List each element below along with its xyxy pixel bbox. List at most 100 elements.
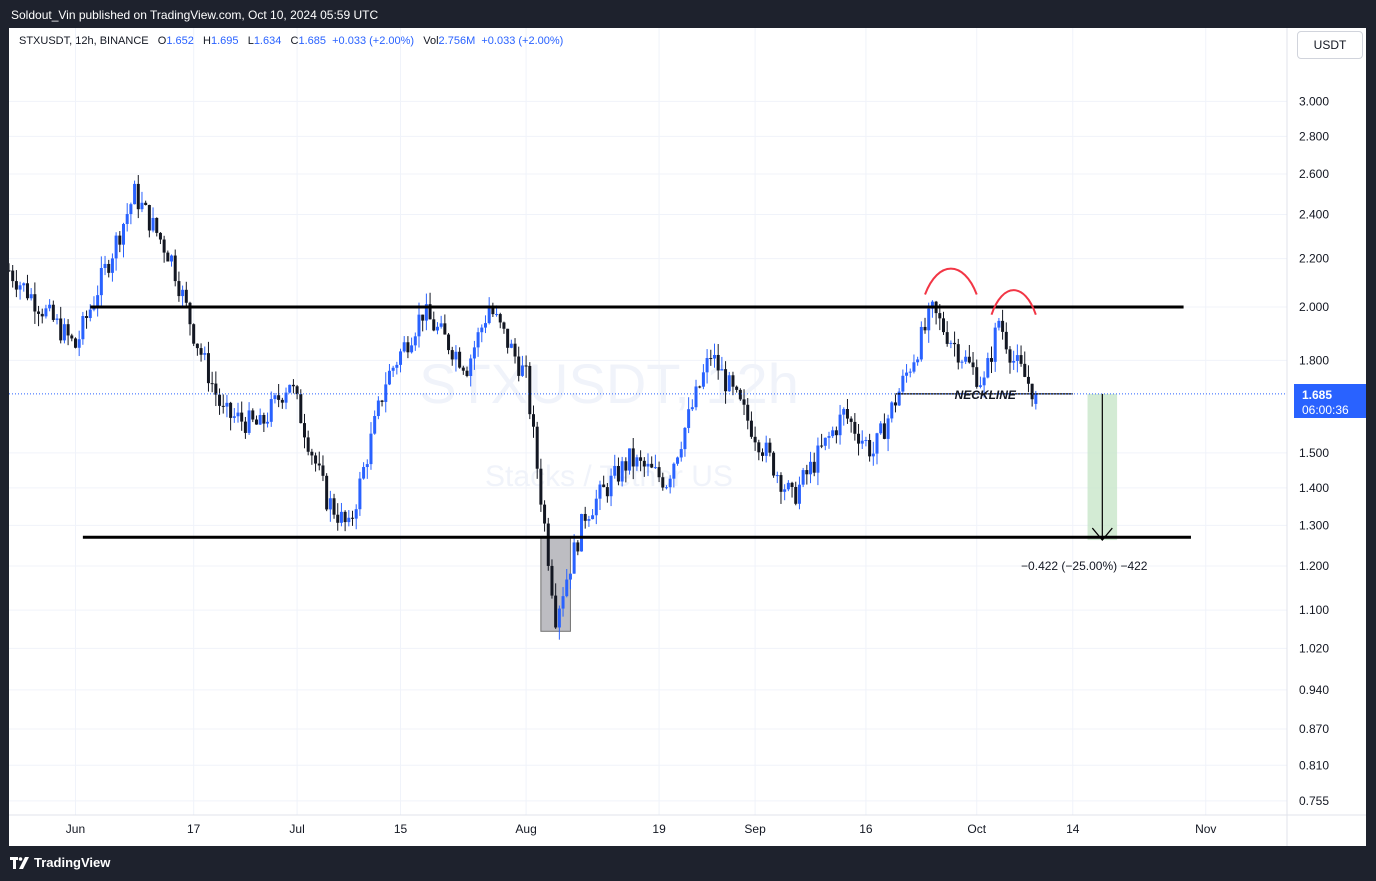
last-price-value: 1.685 (1302, 388, 1332, 402)
currency-button[interactable]: USDT (1297, 31, 1363, 59)
price-chart[interactable]: STXUSDT, 12h Stacks / Tether US NECKLINE… (9, 28, 1366, 846)
candle-body (871, 453, 875, 457)
candle-body (1012, 360, 1016, 363)
candle-body (236, 412, 240, 417)
candle-body (557, 608, 561, 628)
candle-body (628, 448, 632, 471)
candle-body (853, 421, 857, 434)
candle-body (602, 484, 606, 488)
candle-body (48, 304, 52, 309)
candle-body (358, 478, 362, 510)
candle-body (173, 255, 177, 282)
legend-high-label: H (203, 35, 211, 47)
price-tick: 1.020 (1299, 641, 1329, 655)
candle-body (879, 423, 883, 434)
candle-body (927, 308, 931, 331)
candle-body (243, 421, 247, 433)
candle-body (37, 311, 41, 314)
time-tick: 15 (394, 822, 408, 836)
candle-body (251, 410, 255, 420)
candle-body (975, 367, 979, 387)
candle-body (447, 334, 451, 351)
candle-body (81, 316, 85, 340)
candle-body (605, 487, 609, 497)
candle-body (339, 511, 343, 523)
candle-body (986, 358, 990, 378)
time-scale[interactable]: Jun 17 Jul 15 Aug 19 Sep 16 Oct 14 Nov (66, 822, 1217, 836)
candle-body (402, 342, 406, 352)
candle-body (613, 465, 617, 476)
candle-body (886, 418, 890, 439)
candle-body (491, 308, 495, 315)
candle-body (731, 375, 735, 387)
legend-close: 1.685 (298, 35, 326, 47)
candle-body (757, 442, 761, 453)
legend-close-label: C (290, 35, 299, 47)
price-tick: 0.755 (1299, 794, 1329, 808)
candle-body (476, 332, 480, 348)
time-tick: 19 (652, 822, 666, 836)
candle-body (506, 328, 510, 348)
candle-body (22, 283, 26, 286)
candle-body (181, 289, 185, 297)
candle-body (945, 332, 949, 344)
candles (9, 175, 1038, 640)
legend-volume-label: Vol (423, 35, 439, 47)
price-tick: 3.000 (1299, 94, 1329, 108)
time-tick: Nov (1195, 822, 1216, 836)
candle-body (701, 372, 705, 387)
head-shoulders-arcs[interactable] (924, 267, 1037, 315)
candle-body (11, 270, 15, 282)
candle-body (151, 217, 155, 231)
price-tick: 2.600 (1299, 167, 1329, 181)
shoulder-arc (990, 289, 1037, 315)
candle-body (646, 463, 650, 467)
candle-body (550, 565, 554, 596)
candle-body (280, 399, 284, 403)
candle-body (391, 367, 395, 371)
candle-body (302, 423, 306, 438)
candle-body (1023, 363, 1027, 377)
tradingview-logo[interactable]: TradingView (10, 855, 110, 870)
candle-body (978, 385, 982, 387)
price-tick: 1.300 (1299, 518, 1329, 532)
candle-body (428, 304, 432, 320)
candle-body (971, 362, 975, 368)
legend-open-label: O (157, 35, 167, 47)
legend-symbol[interactable]: STXUSDT, 12h, BINANCE (19, 35, 149, 47)
candle-body (812, 461, 816, 473)
candle-body (513, 343, 517, 357)
candle-body (218, 394, 222, 406)
candle-body (956, 344, 960, 363)
candle-body (465, 370, 469, 377)
candle-body (676, 457, 680, 464)
watermark-symbol: STXUSDT, 12h (419, 352, 799, 415)
price-tick: 2.400 (1299, 208, 1329, 222)
candle-body (583, 513, 587, 521)
candle-body (517, 356, 521, 376)
candle-body (639, 457, 643, 461)
candle-body (66, 324, 70, 336)
candle-body (908, 371, 912, 373)
candle-body (40, 313, 44, 317)
candle-body (107, 263, 111, 273)
measure-tool[interactable] (1087, 393, 1118, 541)
price-scale[interactable]: 3.000 2.800 2.600 2.400 2.200 2.000 1.800 1.500… (1299, 94, 1329, 808)
candle-body (653, 467, 657, 469)
candle-body (923, 326, 927, 331)
candle-body (587, 519, 591, 521)
candle-body (472, 347, 476, 359)
price-tick: 1.500 (1299, 446, 1329, 460)
candle-body (1019, 355, 1023, 364)
candle-body (919, 326, 923, 360)
candle-body (535, 426, 539, 469)
time-tick: Aug (515, 822, 536, 836)
candle-body (1034, 393, 1038, 404)
candle-body (247, 410, 251, 433)
candle-body (199, 348, 203, 355)
footer: TradingView (0, 848, 1376, 881)
candle-body (325, 475, 329, 510)
candle-body (823, 437, 827, 446)
candle-body (96, 295, 100, 306)
candle-body (125, 214, 129, 224)
